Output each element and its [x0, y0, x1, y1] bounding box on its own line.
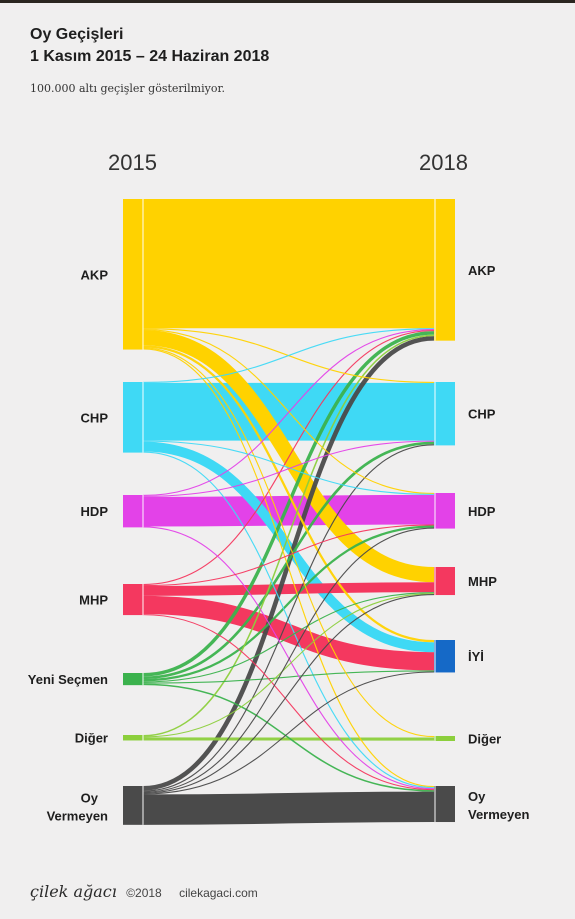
link-akp-to-i̇yi̇: [142, 345, 435, 643]
left-node-chp: [123, 382, 143, 453]
link-mhp-to-i̇yi̇: [142, 595, 435, 671]
link-mhp-to-mhp: [142, 582, 435, 596]
link-chp-to-akp: [142, 328, 435, 384]
link-akp-to-hdp: [142, 329, 435, 495]
left-node-hdp: [123, 495, 143, 528]
right-node-oy-vermeyen: [434, 786, 455, 823]
right-node-mhp: [434, 567, 455, 596]
right-node-hdp: [434, 493, 455, 529]
right-label-i-yi-: İYİ: [468, 649, 484, 664]
link-yeni-seçmen-to-mhp: [142, 592, 435, 683]
link-yeni-seçmen-to-chp: [142, 441, 435, 680]
left-label-diğer: Diğer: [75, 731, 108, 746]
link-mhp-to-hdp: [142, 524, 435, 587]
link-chp-to-i̇yi̇: [142, 441, 435, 653]
link-chp-to-oy-vermeyen: [142, 451, 435, 789]
link-mhp-to-oy-vermeyen: [142, 614, 435, 791]
link-akp-to-oy-vermeyen: [142, 348, 435, 788]
right-node-akp: [434, 199, 455, 341]
label-layer: AKP CHP HDP MHP Yeni Seçmen Diğer Oy Vermeyen AK…: [28, 263, 530, 824]
link-layer: [142, 199, 435, 825]
chart-subtitle: 1 Kasım 2015 – 24 Haziran 2018: [30, 48, 270, 65]
link-akp-to-diğer: [142, 347, 435, 738]
link-oy-vermeyen-to-i̇yi̇: [142, 671, 435, 795]
link-oy-vermeyen-to-chp: [142, 444, 435, 792]
right-label-chp: CHP: [468, 407, 496, 422]
link-oy-vermeyen-to-oy-vermeyen: [142, 791, 435, 825]
link-yeni-seçmen-to-hdp: [142, 525, 435, 682]
right-label-diğer: Diğer: [468, 732, 501, 747]
left-node-diğer: [123, 735, 143, 741]
link-chp-to-hdp: [142, 440, 435, 495]
left-node-oy-vermeyen: [123, 786, 143, 825]
link-yeni-seçmen-to-oy-vermeyen: [142, 683, 435, 792]
right-node-i-yi-: [434, 640, 455, 673]
top-border: [0, 0, 575, 3]
right-label-akp: AKP: [468, 263, 496, 278]
footer: çilek ağacı ©2018 cilekagaci.com: [30, 882, 258, 901]
left-node-mhp: [123, 584, 143, 616]
copyright: ©2018: [126, 886, 162, 900]
site-link[interactable]: cilekagaci.com: [179, 886, 258, 900]
column-label-2018: 2018: [419, 150, 468, 175]
left-label-chp: CHP: [81, 410, 109, 425]
link-yeni-seçmen-to-i̇yi̇: [142, 670, 435, 684]
link-diğer-to-mhp: [142, 593, 435, 738]
link-oy-vermeyen-to-hdp: [142, 527, 435, 793]
link-diğer-to-akp: [142, 334, 435, 737]
link-yeni-seçmen-to-akp: [142, 331, 435, 677]
right-node-chp: [434, 382, 455, 446]
left-label-yeni-seçmen: Yeni Seçmen: [28, 672, 108, 687]
link-hdp-to-chp: [142, 440, 435, 497]
left-node-yeni-seçmen: [123, 673, 143, 686]
node-layer: [123, 199, 455, 825]
left-label-oy-vermeyen: Oy Vermeyen: [47, 790, 108, 823]
link-hdp-to-hdp: [142, 494, 435, 527]
right-label-oy-vermeyen: Oy Vermeyen: [468, 789, 529, 822]
right-node-diğer: [434, 736, 455, 741]
link-oy-vermeyen-to-mhp: [142, 594, 435, 794]
chart-title: Oy Geçişleri: [30, 26, 124, 43]
column-label-2015: 2015: [108, 150, 157, 175]
link-hdp-to-akp: [142, 329, 435, 497]
link-akp-to-mhp: [142, 330, 435, 583]
brand-logo: çilek ağacı: [30, 882, 117, 901]
chart-note: 100.000 altı geçişler gösterilmiyor.: [30, 82, 226, 95]
left-node-akp: [123, 199, 143, 350]
right-label-mhp: MHP: [468, 574, 497, 589]
left-label-mhp: MHP: [79, 593, 108, 608]
link-hdp-to-oy-vermeyen: [142, 526, 435, 790]
right-label-hdp: HDP: [468, 504, 496, 519]
link-mhp-to-akp: [142, 330, 435, 586]
left-label-akp: AKP: [81, 267, 109, 282]
link-oy-vermeyen-to-akp: [142, 336, 435, 791]
left-label-hdp: HDP: [81, 504, 109, 519]
